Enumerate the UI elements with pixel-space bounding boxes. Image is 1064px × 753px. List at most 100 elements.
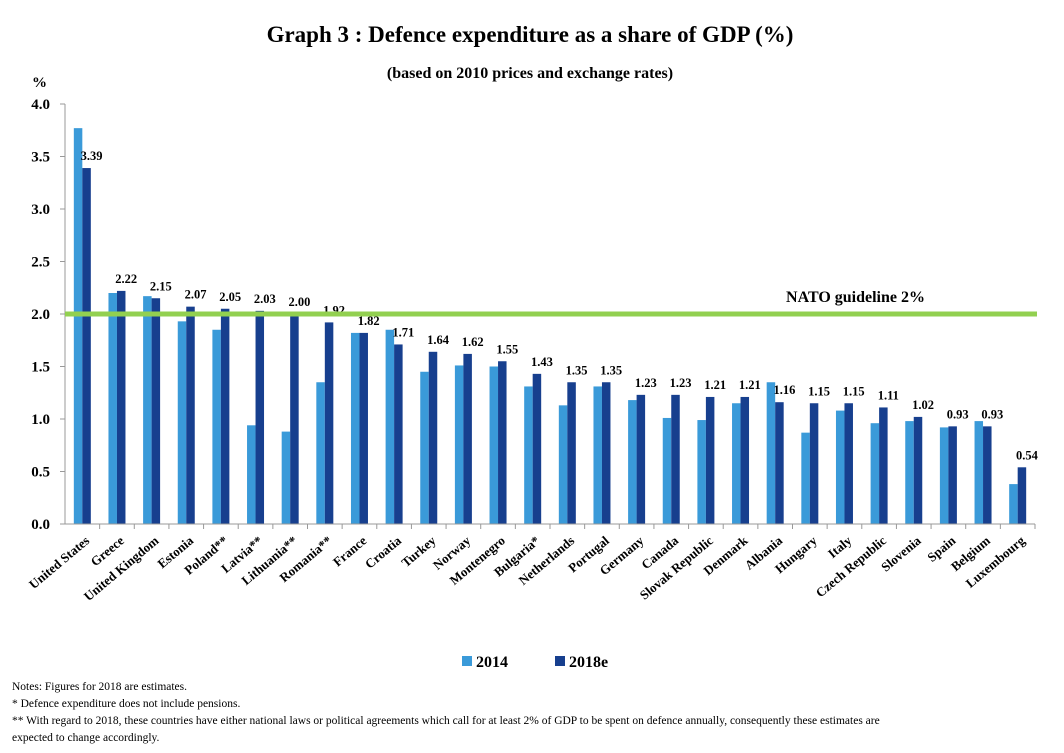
bar <box>151 298 161 524</box>
data-label: 0.93 <box>947 407 969 421</box>
bar <box>939 427 949 524</box>
bar <box>983 426 992 524</box>
bar <box>489 366 499 524</box>
y-tick-label: 1.0 <box>31 412 50 428</box>
bar <box>1017 467 1027 524</box>
data-label: 1.82 <box>358 314 380 328</box>
bar <box>82 168 91 525</box>
data-label: 1.15 <box>843 384 865 398</box>
bar <box>108 293 117 524</box>
bar <box>281 431 291 524</box>
bar <box>428 351 438 524</box>
bar <box>601 382 611 524</box>
bar <box>732 403 741 524</box>
bar <box>809 403 819 524</box>
note: Notes: Figures for 2018 are estimates. <box>12 681 187 693</box>
data-label: 0.93 <box>981 407 1003 421</box>
y-tick-label: 3.0 <box>31 202 50 218</box>
bar <box>186 306 195 524</box>
bar <box>177 321 187 524</box>
bar <box>705 396 715 524</box>
legend-label: 2014 <box>476 654 508 671</box>
data-label: 1.21 <box>704 378 726 392</box>
y-tick-label: 2.0 <box>31 307 50 323</box>
y-tick-label: 2.5 <box>31 255 50 271</box>
y-tick-label: 0.0 <box>31 517 50 533</box>
data-label: 1.23 <box>670 376 692 390</box>
bar <box>558 405 568 524</box>
bar <box>870 423 880 524</box>
bar <box>593 386 602 524</box>
bar <box>879 407 888 524</box>
data-label: 3.39 <box>81 149 103 163</box>
chart-title: Graph 3 : Defence expenditure as a share… <box>267 22 794 47</box>
bar <box>385 329 395 524</box>
bar <box>290 314 299 524</box>
data-label: 2.00 <box>288 295 310 309</box>
data-label: 1.02 <box>912 398 934 412</box>
x-tick-label: Slovenia <box>878 532 924 574</box>
bar <box>359 332 368 524</box>
bar <box>255 310 265 524</box>
bar <box>73 128 83 524</box>
bar <box>636 394 646 524</box>
bar <box>671 394 680 524</box>
data-label: 2.03 <box>254 292 276 306</box>
y-tick-label: 1.5 <box>31 360 50 376</box>
bar <box>662 417 672 524</box>
data-label: 1.35 <box>566 363 588 377</box>
bar <box>394 344 403 524</box>
chart-subtitle: (based on 2010 prices and exchange rates… <box>387 65 673 82</box>
legend-swatch <box>462 656 472 666</box>
data-label: 2.15 <box>150 279 172 293</box>
bar <box>524 386 533 524</box>
legend-swatch <box>555 656 565 666</box>
x-tick-label: Croatia <box>362 532 404 571</box>
data-label: 1.23 <box>635 376 657 390</box>
bar <box>913 416 923 524</box>
legend-label: 2018e <box>569 654 608 671</box>
data-label: 1.15 <box>808 384 830 398</box>
bar <box>905 421 914 524</box>
note: ** With regard to 2018, these countries … <box>12 715 880 727</box>
y-tick-label: 3.5 <box>31 150 50 166</box>
data-label: 2.05 <box>219 290 241 304</box>
bar <box>766 382 776 524</box>
data-label: 2.07 <box>185 288 207 302</box>
note: expected to change accordingly. <box>12 732 160 744</box>
data-label: 1.16 <box>773 383 795 397</box>
bar <box>324 322 334 524</box>
bar <box>420 371 429 524</box>
bar <box>740 396 750 524</box>
bar <box>220 308 230 524</box>
bar <box>567 382 576 524</box>
note: * Defence expenditure does not include p… <box>12 698 240 710</box>
bar <box>835 410 845 524</box>
y-axis-label: % <box>32 75 47 91</box>
data-label: 1.64 <box>427 333 450 347</box>
bar <box>628 400 637 524</box>
bar <box>1009 484 1018 524</box>
bar <box>212 329 221 524</box>
data-label: 1.21 <box>739 378 761 392</box>
bar <box>844 403 853 524</box>
bar <box>316 382 325 524</box>
data-label: 1.43 <box>531 355 553 369</box>
bar <box>454 365 464 524</box>
y-tick-label: 4.0 <box>31 97 50 113</box>
data-label: 2.22 <box>115 272 137 286</box>
bar <box>498 361 507 524</box>
y-tick-label: 0.5 <box>31 465 50 481</box>
bar <box>974 421 984 524</box>
bar <box>463 353 472 524</box>
x-tick-label: France <box>330 533 370 570</box>
data-label: 0.54 <box>1016 448 1039 462</box>
bar <box>775 402 784 524</box>
data-label: 1.55 <box>496 342 518 356</box>
data-label: 1.71 <box>392 325 414 339</box>
data-label: 1.11 <box>878 388 899 402</box>
bar <box>697 420 706 524</box>
bar <box>116 290 126 524</box>
reference-label: NATO guideline 2% <box>786 289 925 306</box>
